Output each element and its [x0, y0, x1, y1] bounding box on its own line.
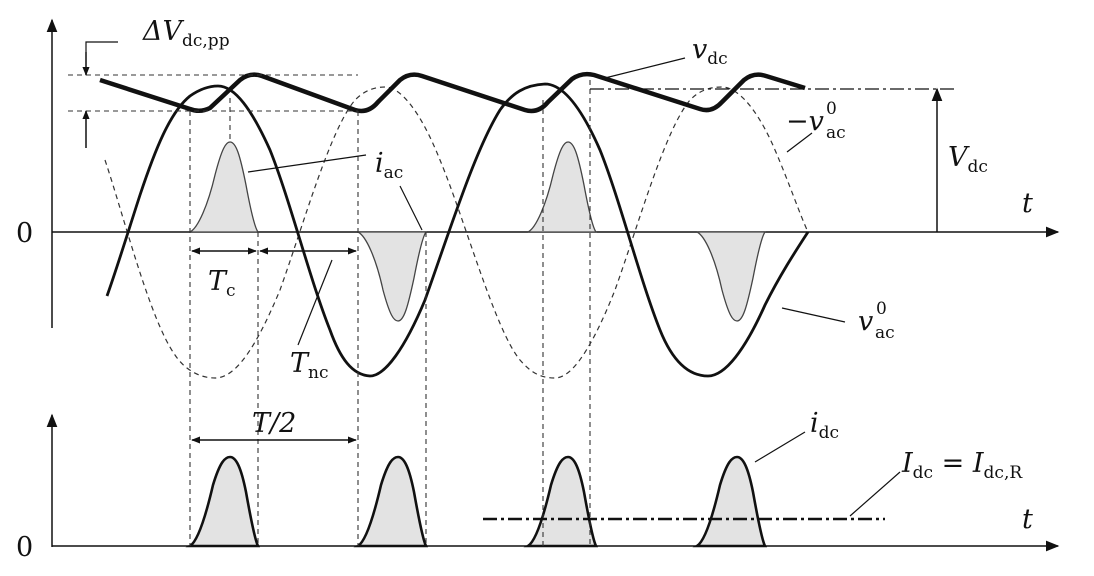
dimension-arrows — [82, 41, 943, 444]
iac-label: iac — [375, 148, 403, 183]
Tnc-sub: nc — [308, 363, 328, 383]
zero-top-label: 0 — [16, 218, 33, 249]
vac-solid-curve — [105, 82, 810, 378]
iac-leader-1 — [247, 154, 367, 173]
t-top-label: t — [1022, 188, 1033, 219]
vac-label: v — [858, 306, 873, 337]
idc-symbol: i — [810, 408, 819, 439]
vdc-sub: dc — [707, 49, 727, 69]
neg-vac-label: −v — [786, 106, 824, 137]
idc-pulse-3 — [523, 455, 599, 548]
vac-sub: ac — [875, 323, 895, 343]
delta-v-symbol: ΔV — [142, 16, 184, 47]
vdc-leader — [604, 57, 686, 79]
idc-pulse-1 — [185, 455, 261, 548]
idc-pulse-2 — [353, 455, 429, 548]
neg-vac-symbol: −v — [786, 106, 824, 137]
idc-pulse-4 — [692, 455, 768, 548]
Idc-equals: = — [933, 448, 973, 479]
Idc-leader — [849, 471, 901, 517]
iac-pulse-3 — [527, 141, 598, 233]
neg-vac-leader — [786, 132, 813, 153]
Vdc-sub: dc — [968, 157, 988, 177]
iac-pulse-2 — [357, 231, 428, 322]
Idc-symbol: I — [901, 448, 914, 479]
iac-symbol: i — [375, 148, 384, 179]
vac-leader — [781, 307, 846, 323]
idc-leader — [754, 431, 806, 463]
IdcR-symbol: I — [972, 448, 985, 479]
dvpp-leader — [85, 41, 118, 52]
T2-label: T/2 — [252, 408, 296, 439]
iac-sub: ac — [384, 163, 404, 183]
IdcR-sub: dc,R — [984, 463, 1024, 483]
leader-lines — [247, 57, 901, 517]
vdc-curve — [99, 71, 806, 114]
iac-leader-2 — [399, 185, 423, 231]
iac-pulse-4 — [696, 231, 767, 322]
vdc-label: vdc — [692, 34, 728, 69]
Vdc-label: Vdc — [948, 142, 988, 177]
idc-label: idc — [810, 408, 839, 443]
vac-symbol: v — [858, 306, 873, 337]
Tc-symbol: T — [208, 266, 228, 297]
Vdc-symbol: V — [948, 142, 970, 173]
iac-pulses — [189, 141, 767, 322]
vac-sup: 0 — [876, 299, 887, 319]
delta-v-label: ΔVdc,pp — [142, 16, 230, 51]
idc-sub: dc — [819, 423, 839, 443]
Tc-label: Tc — [208, 266, 236, 301]
Tnc-label: Tnc — [290, 348, 329, 383]
Idc-sub: dc — [913, 463, 933, 483]
t-bottom-label: t — [1022, 504, 1033, 535]
vdc-symbol: v — [692, 34, 707, 65]
iac-pulse-1 — [189, 141, 260, 233]
Idc-eq-label: Idc = Idc,R — [901, 448, 1023, 483]
neg-vac-sub: ac — [826, 123, 846, 143]
delta-v-sub: dc,pp — [182, 31, 230, 51]
Tnc-symbol: T — [290, 348, 310, 379]
helper-dashed-lines — [68, 74, 591, 546]
zero-bottom-label: 0 — [16, 532, 33, 563]
Tc-sub: c — [226, 281, 236, 301]
labels: ΔVdc,pp vdc −v 0 ac Vdc iac t 0 Tc Tnc v… — [16, 16, 1033, 563]
neg-vac-sup: 0 — [826, 99, 837, 119]
Tnc-leader — [297, 259, 333, 346]
idc-pulses — [185, 455, 768, 548]
